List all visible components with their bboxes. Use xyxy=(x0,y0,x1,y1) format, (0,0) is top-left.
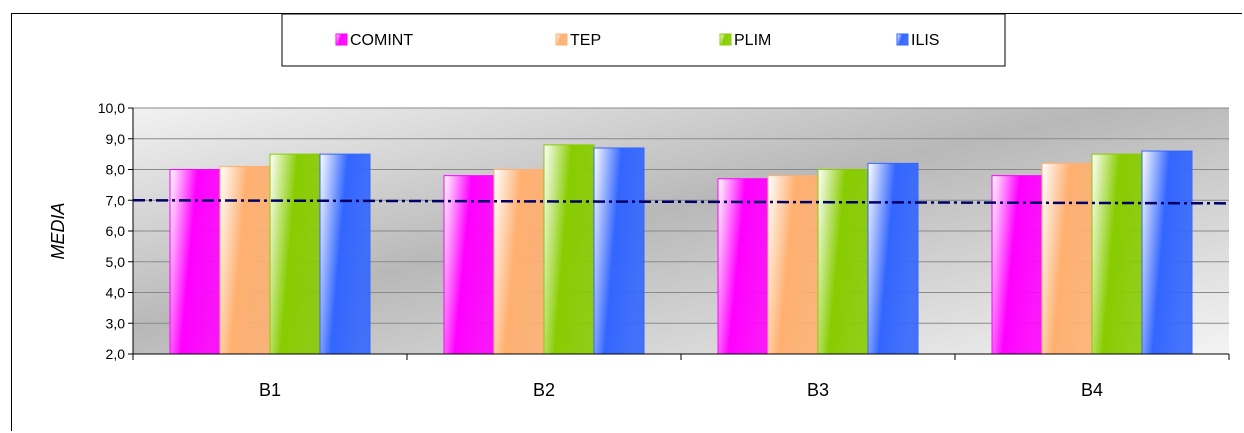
x-tick-label: B4 xyxy=(1081,380,1103,400)
bar-comint-b4 xyxy=(991,175,1043,355)
bar-comint-b1 xyxy=(169,169,221,355)
y-tick-label: 8,0 xyxy=(106,162,126,178)
bar-ilis-b4 xyxy=(1141,150,1193,355)
legend-swatch-tep xyxy=(555,33,568,46)
x-tick-label: B1 xyxy=(259,380,281,400)
legend-swatch-plim xyxy=(719,33,732,46)
bar-plim-b1 xyxy=(269,153,321,355)
x-tick-labels: B1 B2 B3 B4 xyxy=(259,380,1103,400)
bar-comint-b2 xyxy=(443,175,495,355)
y-tick-label: 5,0 xyxy=(106,254,126,270)
legend-label-ilis: ILIS xyxy=(911,32,939,49)
bar-tep-b4 xyxy=(1041,162,1093,355)
x-tick-label: B2 xyxy=(533,380,555,400)
bar-tep-b1 xyxy=(219,165,271,355)
bar-ilis-b1 xyxy=(319,153,371,355)
legend-box xyxy=(281,13,1006,67)
y-tick-label: 4,0 xyxy=(106,285,126,301)
y-tick-label: 7,0 xyxy=(106,192,126,208)
bar-plim-b4 xyxy=(1091,153,1143,355)
bar-plim-b3 xyxy=(817,169,869,355)
bar-tep-b3 xyxy=(767,175,819,355)
legend-swatch-comint xyxy=(335,33,348,46)
x-tick-label: B3 xyxy=(807,380,829,400)
bar-ilis-b2 xyxy=(593,147,645,355)
axes xyxy=(128,107,1230,360)
bar-comint-b3 xyxy=(717,178,769,355)
y-tick-label: 3,0 xyxy=(106,315,126,331)
bar-plim-b2 xyxy=(543,144,595,355)
reference-line xyxy=(132,199,1230,205)
bar-tep-b2 xyxy=(493,169,545,355)
y-tick-label: 10,0 xyxy=(98,100,125,116)
y-axis-label: MEDIA xyxy=(48,202,68,259)
y-tick-label: 6,0 xyxy=(106,223,126,239)
legend: COMINT TEP PLIM ILIS xyxy=(281,13,1006,67)
legend-label-tep: TEP xyxy=(570,32,601,49)
legend-label-comint: COMINT xyxy=(350,32,413,49)
y-tick-labels: 2,0 3,0 4,0 5,0 6,0 7,0 8,0 9,0 10,0 xyxy=(98,100,125,362)
legend-label-plim: PLIM xyxy=(734,32,771,49)
y-tick-label: 9,0 xyxy=(106,131,126,147)
bar-ilis-b3 xyxy=(867,162,919,355)
legend-swatch-ilis xyxy=(896,33,909,46)
y-tick-label: 2,0 xyxy=(106,346,126,362)
